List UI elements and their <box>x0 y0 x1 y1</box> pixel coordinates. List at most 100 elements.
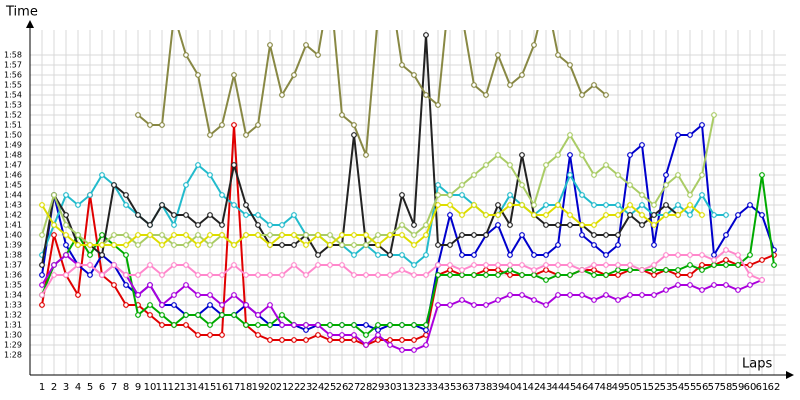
point <box>267 222 273 228</box>
point <box>447 192 453 198</box>
x-tick-label: 25 <box>324 382 337 393</box>
point <box>291 72 297 78</box>
point <box>471 202 477 208</box>
point <box>675 272 681 278</box>
point <box>675 252 681 258</box>
point <box>531 202 537 208</box>
point <box>435 272 441 278</box>
point <box>675 212 681 218</box>
point <box>651 212 657 218</box>
y-tick-label: 1:40 <box>4 231 22 240</box>
point <box>195 242 201 248</box>
point <box>363 342 369 348</box>
point <box>255 272 261 278</box>
point <box>591 232 597 238</box>
point <box>519 292 525 298</box>
point <box>387 342 393 348</box>
point <box>543 302 549 308</box>
point <box>387 337 393 343</box>
y-tick-label: 1:34 <box>4 291 22 300</box>
point <box>39 262 45 268</box>
point <box>627 267 633 273</box>
point <box>339 242 345 248</box>
point <box>135 232 141 238</box>
point <box>63 242 69 248</box>
point <box>207 232 213 238</box>
point <box>699 267 705 273</box>
x-tick-label: 31 <box>396 382 409 393</box>
point <box>663 287 669 293</box>
point <box>459 212 465 218</box>
point <box>123 232 129 238</box>
point <box>423 327 429 333</box>
x-tick-label: 50 <box>624 382 637 393</box>
x-tick-label: 52 <box>648 382 661 393</box>
point <box>447 267 453 273</box>
y-tick-label: 1:41 <box>4 221 22 230</box>
point <box>639 292 645 298</box>
y-tick-label: 1:28 <box>4 351 22 360</box>
point <box>531 212 537 218</box>
point <box>663 202 669 208</box>
x-tick-label: 2 <box>51 382 57 393</box>
x-tick-label: 13 <box>180 382 193 393</box>
x-tick-label: 28 <box>360 382 373 393</box>
point <box>723 257 729 263</box>
x-tick-label: 4 <box>75 382 81 393</box>
x-tick-label: 18 <box>240 382 253 393</box>
point <box>663 172 669 178</box>
y-tick-label: 1:50 <box>4 131 22 140</box>
point <box>555 222 561 228</box>
point <box>531 252 537 258</box>
point <box>183 212 189 218</box>
point <box>615 232 621 238</box>
point <box>63 272 69 278</box>
point <box>63 212 69 218</box>
point <box>75 242 81 248</box>
point <box>747 202 753 208</box>
point <box>651 267 657 273</box>
point <box>639 202 645 208</box>
point <box>339 232 345 238</box>
x-tick-label: 36 <box>456 382 469 393</box>
point <box>735 262 741 268</box>
point <box>555 202 561 208</box>
point <box>243 272 249 278</box>
y-tick-label: 1:46 <box>4 171 22 180</box>
point <box>471 302 477 308</box>
point <box>495 297 501 303</box>
point <box>567 292 573 298</box>
point <box>615 172 621 178</box>
point <box>519 152 525 158</box>
point <box>195 272 201 278</box>
point <box>87 192 93 198</box>
point <box>423 322 429 328</box>
point <box>507 292 513 298</box>
point <box>579 152 585 158</box>
point <box>135 112 141 118</box>
point <box>219 312 225 318</box>
point <box>147 302 153 308</box>
point <box>111 232 117 238</box>
point <box>507 222 513 228</box>
x-tick-label: 62 <box>768 382 781 393</box>
point <box>387 232 393 238</box>
point <box>231 262 237 268</box>
point <box>207 272 213 278</box>
point <box>591 267 597 273</box>
point <box>567 272 573 278</box>
point <box>747 262 753 268</box>
point <box>627 202 633 208</box>
point <box>387 252 393 258</box>
point <box>543 252 549 258</box>
point <box>759 172 765 178</box>
point <box>543 267 549 273</box>
point <box>87 272 93 278</box>
point <box>567 262 573 268</box>
point <box>423 222 429 228</box>
point <box>63 232 69 238</box>
point <box>219 302 225 308</box>
point <box>675 172 681 178</box>
point <box>147 122 153 128</box>
point <box>315 252 321 258</box>
